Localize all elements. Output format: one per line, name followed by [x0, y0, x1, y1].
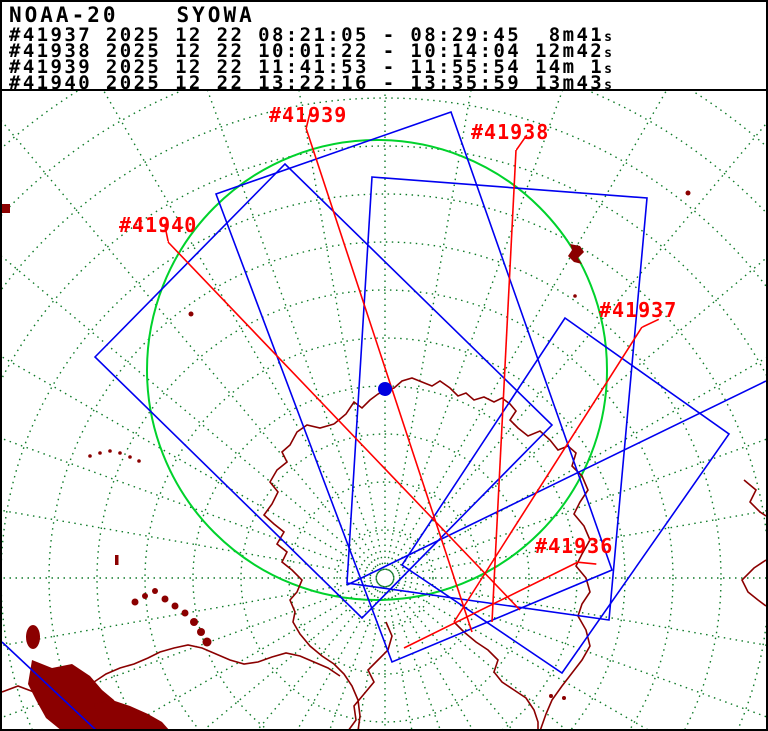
pass-duration-unit: s	[604, 78, 615, 93]
pass-list-header: NOAA-20 SYOWA #41937 2025 12 22 08:21:05 …	[2, 2, 766, 94]
satellite-name: NOAA-20	[9, 3, 119, 27]
pass-duration: 14m 1	[534, 56, 605, 78]
pass-time-separator: -	[382, 56, 397, 78]
track-41936	[403, 562, 578, 649]
pass-end-time: 08:29:45	[410, 24, 522, 46]
title-line: NOAA-20 SYOWA	[9, 4, 766, 27]
swath-41936-edge	[346, 380, 766, 586]
pass-row: #41940 2025 12 22 13:22:16 - 13:35:59 13…	[9, 72, 766, 94]
pass-end-time: 11:55:54	[410, 56, 522, 78]
swath-41940	[93, 162, 554, 620]
pass-end-time: 13:35:59	[410, 72, 522, 94]
swath-outlines	[2, 110, 766, 729]
swath-edge-bottom-left	[2, 641, 97, 729]
pass-row: #41937 2025 12 22 08:21:05 - 08:29:45 8m…	[9, 24, 766, 46]
pass-duration-unit: s	[604, 46, 615, 61]
pass-time-separator: -	[382, 72, 397, 94]
ground-tracks	[168, 128, 642, 649]
track-41938	[491, 150, 516, 623]
station-name: SYOWA	[176, 3, 255, 27]
swath-41937	[400, 316, 731, 675]
pass-duration-unit: s	[604, 30, 615, 45]
pass-date: 2025 12 22	[105, 40, 245, 62]
map-label-41940: #41940	[119, 213, 197, 237]
pass-id: #41940	[9, 72, 93, 94]
pass-labels: #41939 #41938 #41940 #41937 #41936	[119, 103, 677, 558]
pass-duration: 8m41	[534, 24, 605, 46]
map-label-41938: #41938	[471, 120, 549, 144]
pass-start-time: 13:22:16	[258, 72, 369, 94]
pass-id: #41937	[9, 24, 93, 46]
swath-41938	[346, 176, 648, 621]
track-41939	[306, 128, 473, 633]
pass-date: 2025 12 22	[105, 24, 245, 46]
track-41937	[453, 327, 642, 623]
pass-start-time: 11:41:53	[258, 56, 369, 78]
pass-start-time: 10:01:22	[258, 40, 369, 62]
track-41940	[168, 242, 521, 611]
swath-41939	[214, 110, 614, 664]
pass-start-time: 08:21:05	[258, 24, 369, 46]
islands	[2, 190, 691, 729]
pass-id: #41939	[9, 56, 93, 78]
pass-duration-unit: s	[604, 62, 615, 77]
station-dot	[378, 382, 392, 396]
map-label-41936: #41936	[535, 534, 613, 558]
pass-row: #41939 2025 12 22 11:41:53 - 11:55:54 14…	[9, 56, 766, 78]
map-label-41939: #41939	[269, 103, 347, 127]
pass-row: #41938 2025 12 22 10:01:22 - 10:14:04 12…	[9, 40, 766, 62]
pass-date: 2025 12 22	[105, 72, 245, 94]
pass-duration: 12m42	[534, 40, 605, 62]
map-label-41937: #41937	[599, 298, 677, 322]
pass-end-time: 10:14:04	[410, 40, 522, 62]
pass-time-separator: -	[382, 24, 397, 46]
pass-time-separator: -	[382, 40, 397, 62]
pass-id: #41938	[9, 40, 93, 62]
pass-duration: 13m43	[534, 72, 605, 94]
horizon-circle	[146, 139, 608, 601]
pass-date: 2025 12 22	[105, 56, 245, 78]
coastline	[2, 377, 766, 729]
